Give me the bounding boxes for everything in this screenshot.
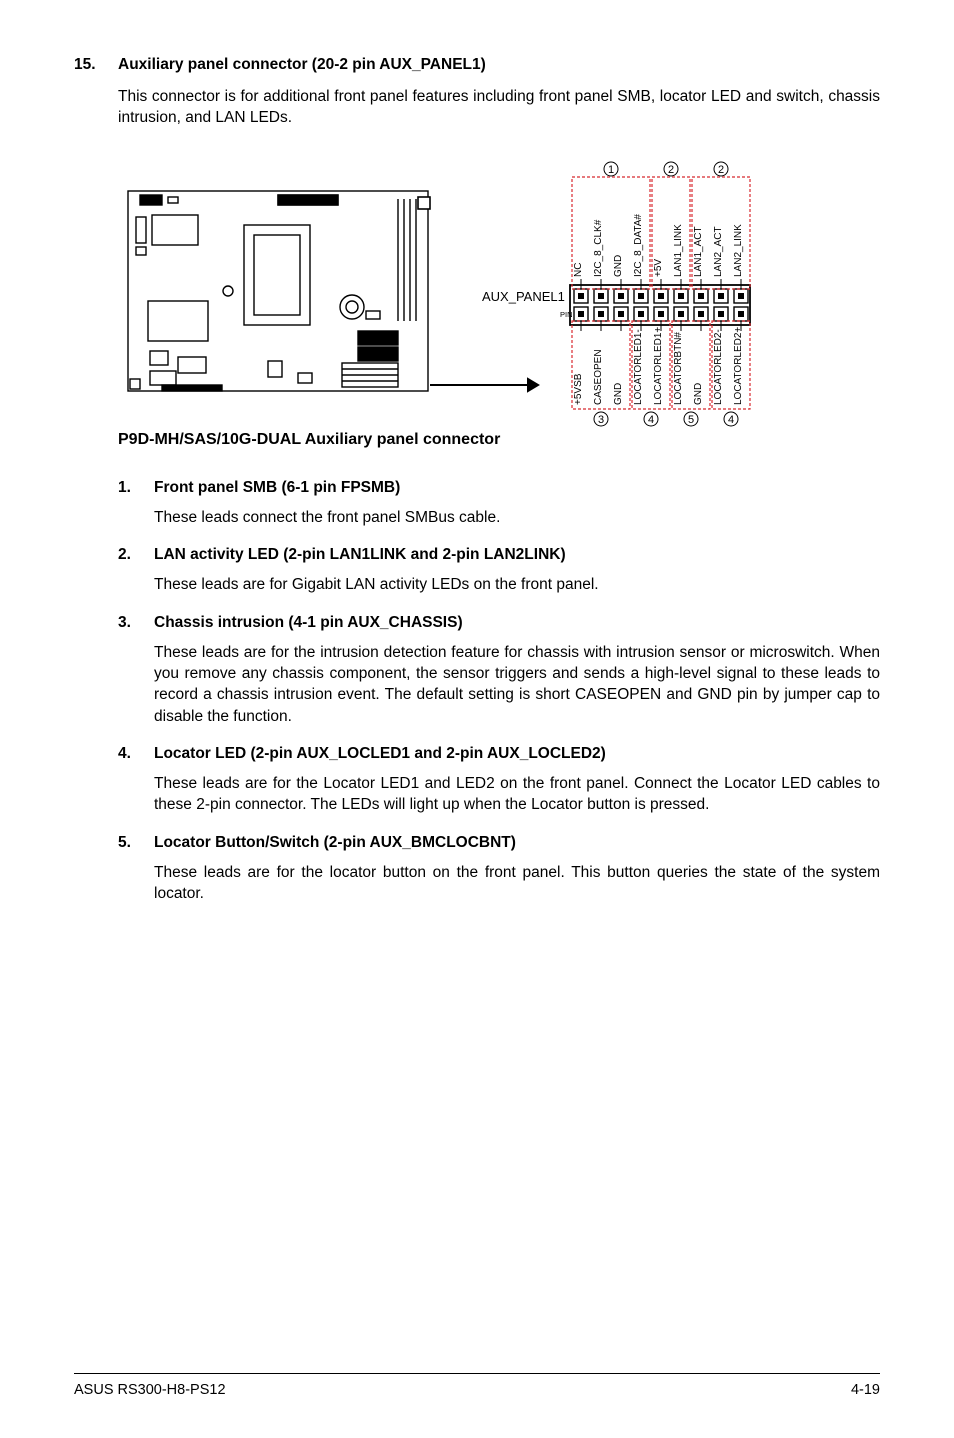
sub-number: 5. (118, 834, 154, 852)
pin-label: CASEOPEN (593, 349, 604, 405)
sub-body: These leads are for the Locator LED1 and… (154, 773, 880, 816)
sub-item: 1. Front panel SMB (6-1 pin FPSMB) These… (118, 479, 880, 528)
pin-label: LOCATORLED2+ (733, 326, 744, 404)
sub-heading: 5. Locator Button/Switch (2-pin AUX_BMCL… (118, 834, 880, 852)
connector-label: AUX_PANEL1 (482, 289, 565, 304)
diagram-container: AUX_PANEL1 PIN 1 (118, 161, 880, 449)
sub-body: These leads connect the front panel SMBu… (154, 507, 880, 528)
pin-label: LAN2_LINK (733, 224, 744, 277)
sub-title: Locator Button/Switch (2-pin AUX_BMCLOCB… (154, 834, 516, 852)
sub-title: Locator LED (2-pin AUX_LOCLED1 and 2-pin… (154, 745, 606, 763)
section-number: 15. (74, 56, 118, 74)
group-number: 2 (718, 164, 724, 176)
sub-body: These leads are for the locator button o… (154, 862, 880, 905)
footer-right: 4-19 (851, 1382, 880, 1398)
sub-heading: 4. Locator LED (2-pin AUX_LOCLED1 and 2-… (118, 745, 880, 763)
sub-heading: 2. LAN activity LED (2-pin LAN1LINK and … (118, 546, 880, 564)
pin-label: LOCATORLED1- (633, 329, 644, 405)
sub-item: 5. Locator Button/Switch (2-pin AUX_BMCL… (118, 834, 880, 905)
group-number: 2 (668, 164, 674, 176)
sub-heading: 3. Chassis intrusion (4-1 pin AUX_CHASSI… (118, 614, 880, 632)
page-footer: ASUS RS300-H8-PS12 4-19 (74, 1373, 880, 1398)
pin-label: LOCATORLED1+ (653, 326, 664, 404)
sub-title: LAN activity LED (2-pin LAN1LINK and 2-p… (154, 546, 566, 564)
sub-number: 4. (118, 745, 154, 763)
pin-label: LOCATORBTN# (673, 331, 684, 404)
group-number: 3 (598, 414, 604, 426)
sub-number: 3. (118, 614, 154, 632)
section-intro: This connector is for additional front p… (118, 86, 880, 129)
pin-label: NC (573, 262, 584, 276)
sub-item-list: 1. Front panel SMB (6-1 pin FPSMB) These… (118, 479, 880, 905)
sub-body: These leads are for Gigabit LAN activity… (154, 574, 880, 595)
sub-title: Front panel SMB (6-1 pin FPSMB) (154, 479, 400, 497)
pin-label: LAN1_LINK (673, 224, 684, 277)
sub-title: Chassis intrusion (4-1 pin AUX_CHASSIS) (154, 614, 463, 632)
sub-body: These leads are for the intrusion detect… (154, 642, 880, 728)
pin-label: GND (693, 383, 704, 405)
diagram-caption: P9D-MH/SAS/10G-DUAL Auxiliary panel conn… (118, 431, 880, 449)
pin-label: LAN2_ACT (713, 226, 724, 277)
auxiliary-panel-diagram: AUX_PANEL1 PIN 1 (118, 161, 758, 429)
pin-label: I2C_8_CLK# (593, 219, 604, 277)
sub-number: 1. (118, 479, 154, 497)
group-number: 4 (648, 414, 654, 426)
group-number: 4 (728, 414, 734, 426)
pin-label: LOCATORLED2- (713, 329, 724, 405)
sub-item: 2. LAN activity LED (2-pin LAN1LINK and … (118, 546, 880, 595)
sub-item: 3. Chassis intrusion (4-1 pin AUX_CHASSI… (118, 614, 880, 728)
group-number: 5 (688, 414, 694, 426)
pin-label: GND (613, 383, 624, 405)
sub-number: 2. (118, 546, 154, 564)
sub-item: 4. Locator LED (2-pin AUX_LOCLED1 and 2-… (118, 745, 880, 816)
pin-label: +5VSB (573, 373, 584, 405)
footer-left: ASUS RS300-H8-PS12 (74, 1382, 226, 1398)
pin-label: +5V (653, 258, 664, 276)
group-number: 1 (608, 164, 614, 176)
pin-label: GND (613, 255, 624, 277)
section-heading: 15. Auxiliary panel connector (20-2 pin … (74, 56, 880, 74)
sub-heading: 1. Front panel SMB (6-1 pin FPSMB) (118, 479, 880, 497)
pin-label: LAN1_ACT (693, 226, 704, 277)
section-title: Auxiliary panel connector (20-2 pin AUX_… (118, 56, 486, 74)
pin-label: I2C_8_DATA# (633, 213, 644, 276)
